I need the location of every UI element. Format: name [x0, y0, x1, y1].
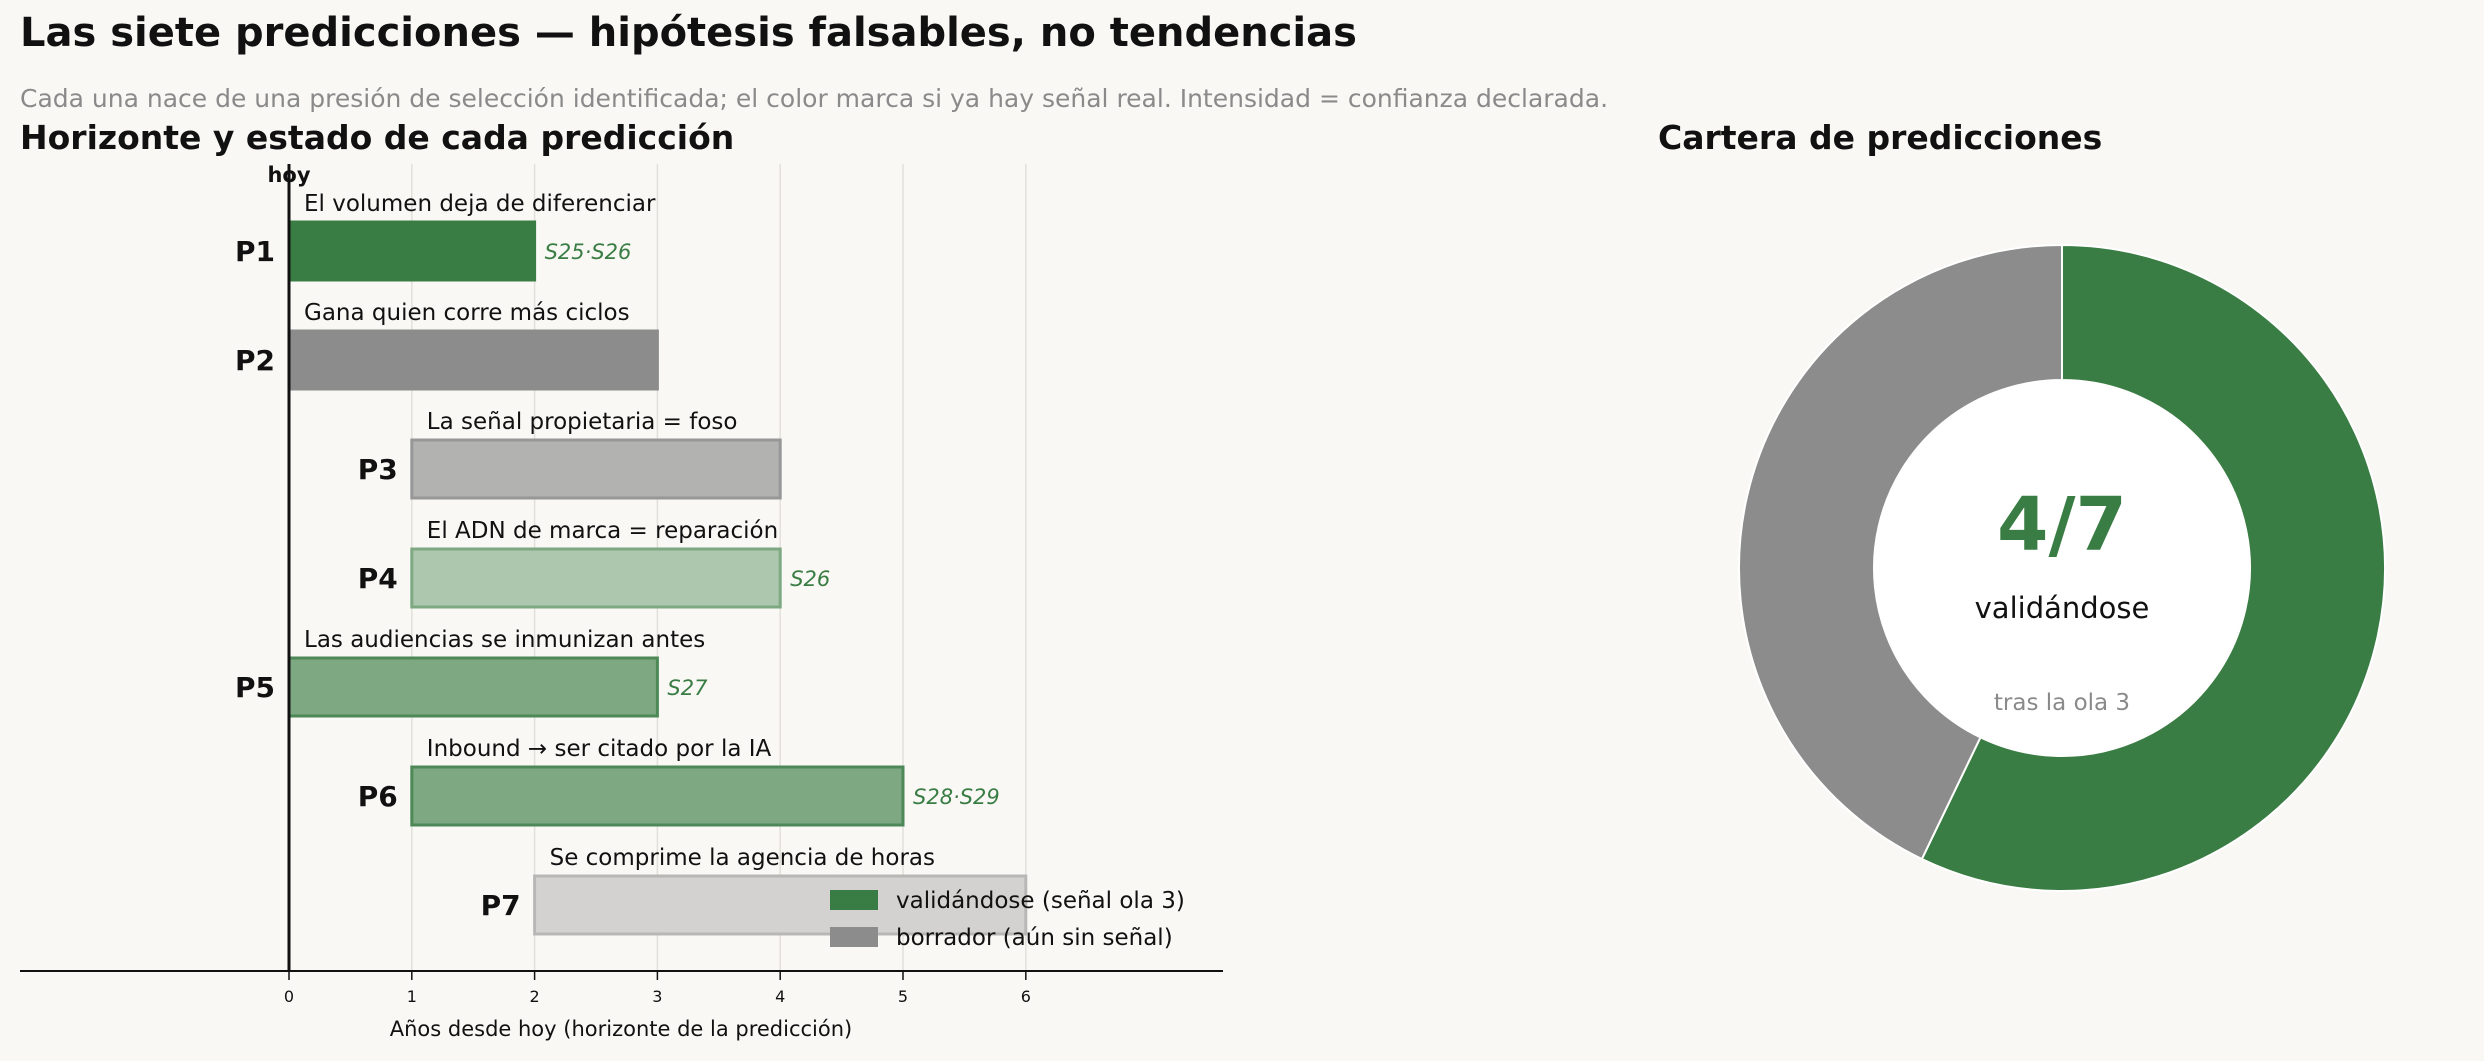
x-tick-label: 5 — [898, 987, 908, 1006]
bar-signal-label: S27 — [667, 676, 708, 700]
bar-p1 — [287, 220, 537, 282]
bar-description-label: Inbound → ser citado por la IA — [427, 736, 772, 762]
bar-id-label: P5 — [235, 671, 275, 704]
bar-p2 — [287, 329, 659, 391]
bar-id-label: P7 — [481, 889, 521, 922]
bar-id-label: P2 — [235, 344, 275, 377]
bar-id-label: P4 — [358, 562, 398, 595]
bar-description-label: Las audiencias se inmunizan antes — [304, 627, 705, 653]
legend-label-draft: borrador (aún sin señal) — [896, 925, 1173, 951]
donut-slice-draft — [1738, 243, 2063, 861]
bar-description-label: El ADN de marca = reparación — [427, 518, 778, 544]
donut-center-note: tras la ola 3 — [1994, 690, 2130, 716]
bar-description-label: El volumen deja de diferenciar — [304, 191, 656, 217]
bar-chart-title: Horizonte y estado de cada predicción — [20, 118, 735, 157]
x-tick-label: 3 — [652, 987, 662, 1006]
donut-center-value: 4/7 — [1997, 482, 2127, 568]
bar-id-label: P6 — [358, 780, 398, 813]
bar-id-label: P1 — [235, 235, 275, 268]
legend-label-validating: validándose (señal ola 3) — [896, 888, 1185, 914]
bar-p5 — [287, 656, 659, 718]
bar-p3 — [410, 438, 782, 500]
x-tick-label: 4 — [775, 987, 785, 1006]
x-tick-label: 0 — [284, 987, 294, 1006]
bar-signal-label: S26 — [790, 567, 830, 591]
bar-p4 — [410, 547, 782, 609]
bar-p7 — [533, 874, 1028, 936]
bar-description-label: Se comprime la agencia de horas — [550, 845, 935, 871]
legend-swatch-validating — [830, 890, 878, 910]
x-axis-label: Años desde hoy (horizonte de la predicci… — [390, 1017, 853, 1041]
portfolio-donut-chart: 4/7 validándose tras la ola 3 — [1738, 243, 2386, 892]
page-subtitle: Cada una nace de una presión de selecció… — [20, 84, 1609, 113]
donut-hole — [1875, 381, 2249, 755]
x-tick-label: 1 — [407, 987, 417, 1006]
bar-p6 — [410, 765, 905, 827]
donut-slice-validating — [1920, 243, 2386, 892]
bar-description-label: La señal propietaria = foso — [427, 409, 738, 435]
x-tick-label: 6 — [1021, 987, 1031, 1006]
bar-id-label: P3 — [358, 453, 398, 486]
horizon-bar-chart: P1 El volumen deja de diferenciar S25·S26 P… — [20, 163, 1223, 1041]
legend-swatch-draft — [830, 927, 878, 947]
bar-signal-label: S25·S26 — [545, 240, 632, 264]
x-tick-label: 2 — [530, 987, 540, 1006]
bar-description-label: Gana quien corre más ciclos — [304, 300, 630, 326]
today-label: hoy — [267, 163, 310, 187]
page-title: Las siete predicciones — hipótesis falsa… — [20, 10, 1357, 56]
donut-chart-title: Cartera de predicciones — [1658, 118, 2103, 157]
donut-center-label: validándose — [1975, 591, 2150, 625]
bar-signal-label: S28·S29 — [913, 785, 1000, 809]
